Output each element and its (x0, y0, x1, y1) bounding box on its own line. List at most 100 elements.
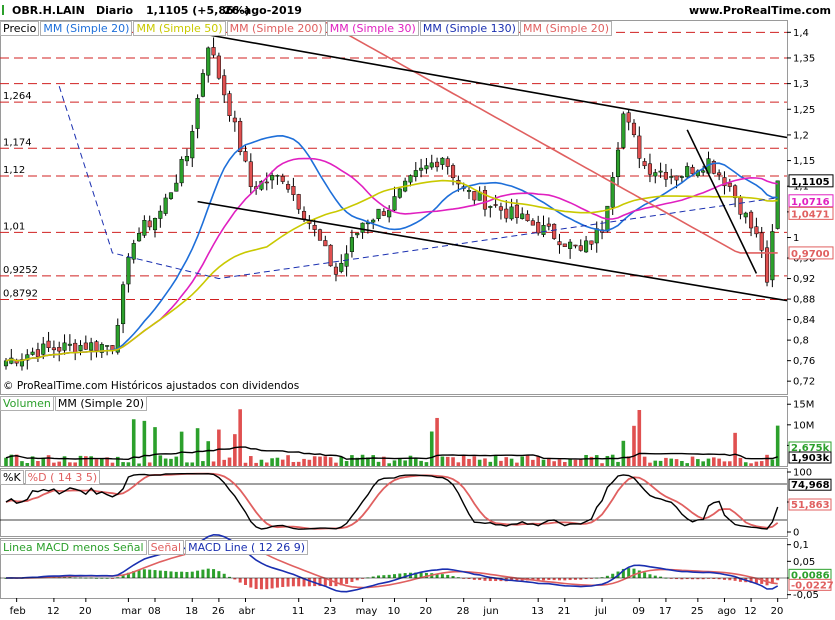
candle-body (115, 325, 120, 353)
price-legend-item-1[interactable]: MM (Simple 20) (40, 21, 133, 36)
trend-line-lower (197, 200, 788, 302)
volume-bar (222, 459, 226, 466)
x-axis-tick-label: ago (717, 606, 736, 617)
candle-body (530, 220, 535, 226)
x-axis-tick-label: 11 (292, 606, 305, 617)
stoch-legend-item-1[interactable]: %D ( 14 3 5) (24, 470, 101, 485)
candle-body (770, 231, 775, 281)
volume-bar (621, 440, 626, 466)
candle-body (738, 197, 743, 215)
price-y-tick-label: 0,72 (793, 377, 815, 388)
macd-legend-item-0[interactable]: Linea MACD menos Señal (0, 540, 147, 555)
volume-legend-item-0[interactable]: Volumen (0, 396, 54, 411)
volume-bar (243, 462, 248, 466)
macd-legend-item-1[interactable]: Señal (147, 540, 185, 555)
volume-bar (254, 462, 258, 466)
candle-body (349, 237, 354, 252)
stoch-legend-item-0[interactable]: %K (0, 470, 24, 485)
macd-histogram-bar (126, 572, 130, 578)
candle-body (445, 158, 450, 167)
candle-body (131, 243, 136, 260)
volume-bar (280, 459, 285, 466)
price-y-tick-label: 0,8 (793, 336, 809, 347)
candle-body (280, 176, 285, 182)
macd-legend-item-2[interactable]: MACD Line ( 12 26 9) (185, 540, 309, 555)
price-y-tick-label: 0,76 (793, 356, 815, 367)
volume-bar (307, 459, 312, 466)
price-legend-item-3[interactable]: MM (Simple 200) (226, 21, 326, 36)
price-legend-item-6[interactable]: MM (Simple 20) (519, 21, 613, 36)
volume-legend-item-1[interactable]: MM (Simple 20) (54, 396, 148, 411)
x-axis-tick-label: 12 (744, 606, 757, 617)
candle-body (674, 175, 679, 181)
volume-bar (296, 461, 301, 466)
volume-bar (547, 457, 551, 466)
volume-bar (472, 456, 477, 466)
volume-bar (68, 462, 72, 466)
price-y-tick-label: 1,25 (793, 105, 815, 116)
macd-histogram-bar (605, 575, 609, 578)
candle-body (222, 75, 227, 96)
volume-bar (706, 458, 711, 466)
candle-body (594, 228, 599, 244)
macd-legend: Linea MACD menos Señal Señal MACD Line ( 1… (0, 540, 309, 555)
candle-body (701, 170, 706, 173)
macd-histogram-bar (478, 578, 482, 581)
candle-body (360, 222, 365, 233)
candle-body (573, 244, 578, 247)
volume-bar (115, 456, 120, 466)
price-y-tick-label: 1,2 (793, 130, 809, 141)
candle-body (275, 175, 280, 177)
volume-bar (563, 461, 567, 466)
macd-histogram-bar (180, 571, 184, 578)
macd-histogram-bar (685, 578, 689, 580)
x-axis-tick-label: 23 (324, 606, 337, 617)
candle-body (168, 192, 174, 199)
macd-histogram-bar (675, 578, 679, 580)
x-axis-tick-label: 18 (185, 606, 198, 617)
candle-body (195, 98, 200, 129)
volume-bar (525, 455, 530, 466)
price-legend-item-4[interactable]: MM (Simple 30) (326, 21, 419, 36)
candle-body (163, 197, 168, 214)
volume-bar (291, 462, 296, 466)
candle-body (67, 343, 72, 346)
candle-body (584, 240, 589, 253)
candle-body (3, 360, 9, 367)
candle-body (328, 244, 333, 267)
macd-histogram-bar (238, 578, 242, 583)
price-legend-item-0[interactable]: Precio (0, 21, 40, 36)
candle-body (248, 161, 253, 187)
candle-body (317, 229, 323, 241)
candle-body (397, 188, 402, 198)
candle-body (653, 172, 658, 177)
macd-histogram-bar (414, 572, 418, 578)
volume-bar (185, 462, 189, 466)
stoch-d-line (5, 472, 779, 530)
volume-bar (626, 456, 631, 466)
price-y-tick-label: 1 (793, 233, 799, 244)
price-legend-item-2[interactable]: MM (Simple 50) (133, 21, 226, 36)
price-y-tick-label: 0,88 (793, 295, 815, 306)
volume-bar (169, 458, 173, 466)
volume-bar (41, 457, 46, 466)
volume-bar (440, 456, 445, 466)
candle-body (62, 342, 67, 351)
level-label: 1,12 (3, 165, 25, 176)
macd-histogram-bar (494, 578, 498, 582)
volume-bar (653, 460, 658, 466)
site-label[interactable]: www.ProRealTime.com (688, 4, 831, 17)
candle-body (578, 245, 583, 251)
candle-body (722, 177, 727, 187)
volume-bar (488, 461, 493, 466)
volume-bar (73, 462, 77, 466)
stoch-k-line (5, 472, 779, 530)
last-value-label: 1,1105 (791, 177, 830, 188)
candle-body (57, 347, 62, 352)
macd-histogram-bar (63, 577, 67, 578)
volume-bar (600, 463, 604, 466)
candle-body (520, 213, 525, 219)
price-legend-item-5[interactable]: MM (Simple 130) (419, 21, 519, 36)
macd-histogram-bar (291, 578, 295, 587)
last-value-label: 1,0471 (791, 209, 830, 220)
